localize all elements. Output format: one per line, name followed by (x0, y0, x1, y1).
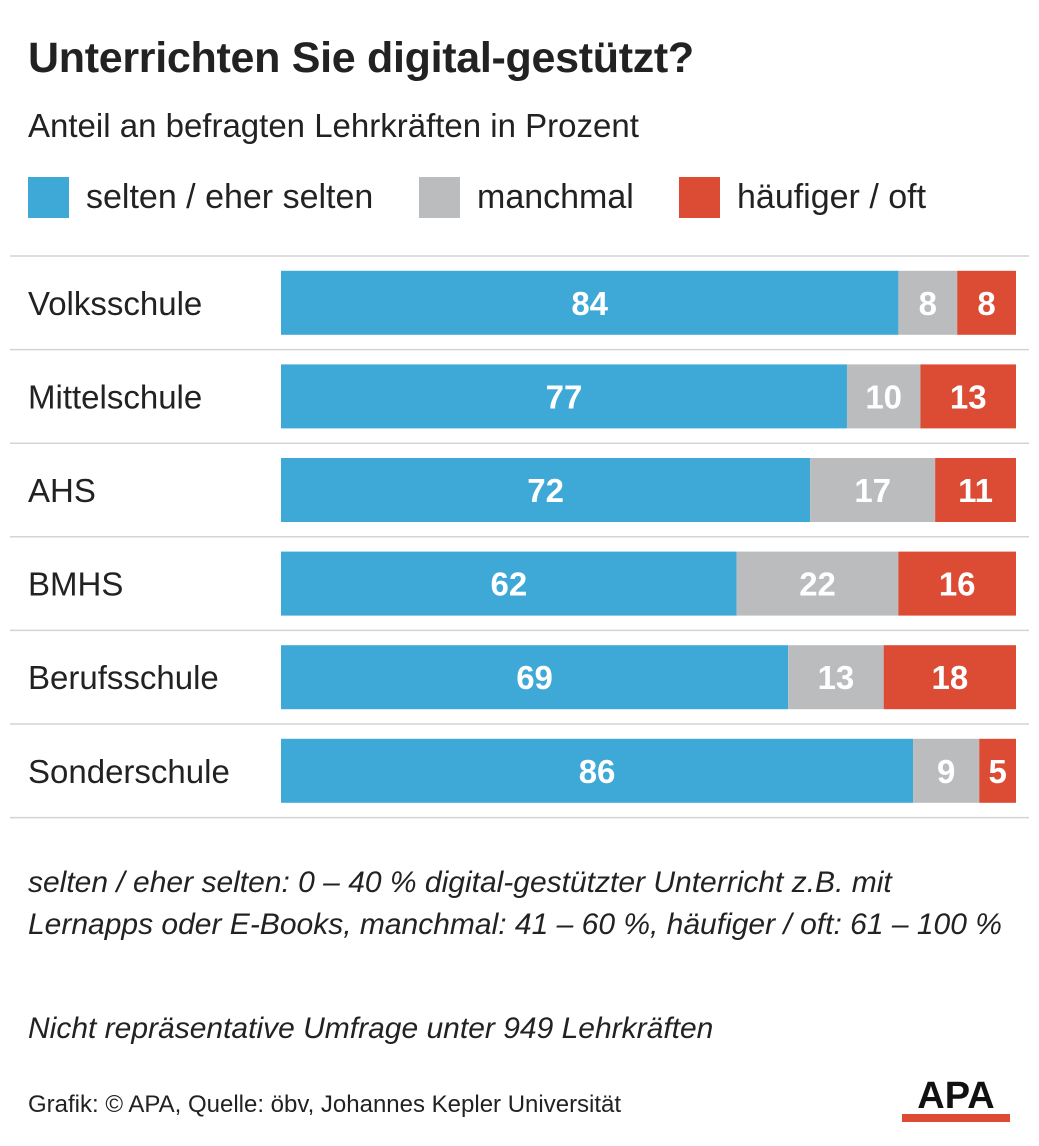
apa-logo: APA (902, 1075, 1010, 1122)
bar-value-label: 13 (818, 659, 855, 696)
bar-value-label: 18 (931, 659, 968, 696)
bar-value-label: 16 (939, 566, 976, 603)
legend-swatch-haeufiger (679, 177, 720, 218)
bar-segment (846, 364, 921, 429)
bar-segment (788, 645, 884, 710)
bar-value-label: 86 (579, 753, 616, 790)
apa-logo-bar (902, 1114, 1010, 1122)
bar-segment (281, 738, 914, 803)
bar-value-label: 8 (919, 285, 937, 322)
category-label: Sonderschule (28, 753, 230, 790)
bar-value-label: 69 (516, 659, 553, 696)
category-label: Mittelschule (28, 378, 202, 415)
chart-subtitle: Anteil an befragten Lehrkräften in Proze… (28, 107, 639, 144)
bar-segment (935, 458, 1016, 522)
bar-value-label: 22 (799, 566, 836, 603)
bar-segment (913, 738, 980, 803)
bar-value-label: 8 (977, 285, 995, 322)
legend-label-selten: selten / eher selten (86, 178, 374, 216)
legend-swatch-selten (28, 177, 69, 218)
legend-label-haeufiger: häufiger / oft (737, 178, 927, 216)
bar-segment (281, 458, 811, 522)
bar-value-label: 17 (854, 472, 891, 509)
bar-segment (281, 551, 737, 616)
bar-segment (810, 458, 936, 522)
bar-value-label: 5 (988, 753, 1006, 790)
bar-value-label: 72 (527, 472, 564, 509)
bar-segment (281, 645, 789, 710)
bar-value-label: 84 (571, 285, 608, 322)
bar-value-label: 13 (950, 378, 987, 415)
bar-value-label: 10 (865, 378, 902, 415)
apa-logo-text: APA (917, 1075, 994, 1117)
bar-value-label: 11 (958, 472, 993, 509)
category-label: Berufsschule (28, 659, 219, 696)
chart-title: Unterrichten Sie digital-gestützt? (28, 34, 694, 82)
bar-segment (281, 270, 899, 335)
bar-segment (898, 270, 958, 335)
category-label: AHS (28, 472, 96, 509)
bar-value-label: 9 (937, 753, 955, 790)
bar-segment (883, 645, 1016, 710)
category-label: BMHS (28, 566, 123, 603)
bar-segment (281, 364, 847, 429)
legend-label-manchmal: manchmal (477, 178, 634, 216)
stacked-bar-chart: Volksschule 84 8 8 Mittelschule 77 10 13 AHS 72 17… (10, 255, 1029, 819)
legend-swatch-manchmal (419, 177, 460, 218)
source-credit: Grafik: © APA, Quelle: öbv, Johannes Kep… (28, 1091, 622, 1118)
footnote-definitions: selten / eher selten: 0 – 40 % digital-g… (28, 866, 1002, 941)
bar-segment (920, 364, 1016, 429)
bar-segment (736, 551, 899, 616)
category-label: Volksschule (28, 285, 202, 322)
bar-segment (898, 551, 1016, 616)
bar-value-label: 62 (490, 566, 527, 603)
bar-value-label: 77 (546, 378, 583, 415)
footnote-sample: Nicht repräsentative Umfrage unter 949 L… (28, 1012, 714, 1045)
bar-segment (957, 270, 1016, 335)
bar-segment (979, 738, 1016, 803)
